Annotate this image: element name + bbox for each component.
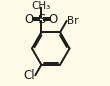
Text: Cl: Cl bbox=[23, 69, 35, 82]
Text: CH₃: CH₃ bbox=[32, 1, 51, 11]
Text: Br: Br bbox=[67, 16, 79, 26]
Text: S: S bbox=[37, 13, 46, 26]
Text: O: O bbox=[25, 13, 34, 26]
Text: O: O bbox=[49, 13, 58, 26]
